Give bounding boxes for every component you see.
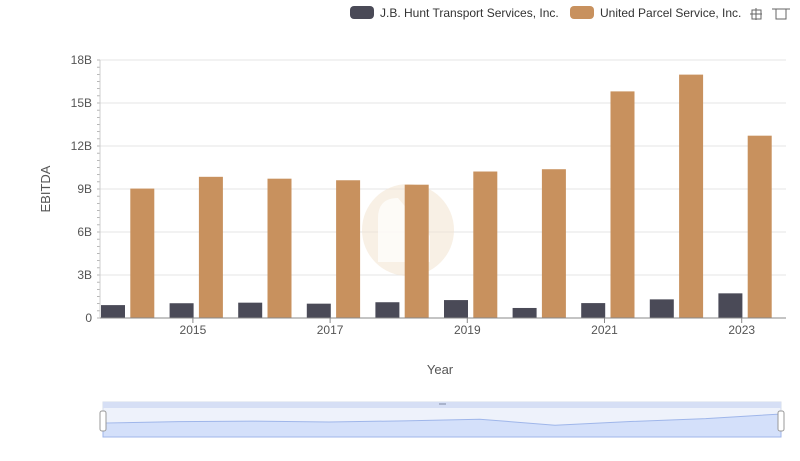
- legend-swatch: [570, 6, 594, 19]
- y-axis-title: EBITDA: [38, 165, 53, 212]
- bar-jb-hunt-2021[interactable]: [581, 303, 606, 318]
- bar-ups-2015[interactable]: [198, 176, 223, 318]
- x-tick-label: 2023: [728, 323, 755, 337]
- bar-jb-hunt-2015[interactable]: [169, 303, 194, 318]
- axis-layer: 0 3B 6B 9B 12B 15B 18B 2015 2017 2019 2021 2023 Year…: [38, 53, 786, 377]
- legend-label: United Parcel Service, Inc.: [600, 6, 741, 20]
- legend-item-ups[interactable]: United Parcel Service, Inc.: [570, 6, 741, 20]
- bar-ups-2021[interactable]: [610, 91, 635, 318]
- x-tick-label: 2019: [454, 323, 481, 337]
- bar-ups-2020[interactable]: [541, 169, 566, 318]
- navigator-left-handle[interactable]: [99, 410, 107, 432]
- bar-ups-2023[interactable]: [747, 135, 772, 318]
- bar-jb-hunt-2014[interactable]: [101, 305, 125, 318]
- range-navigator[interactable]: [99, 401, 785, 438]
- legend-label: J.B. Hunt Transport Services, Inc.: [380, 6, 559, 20]
- navigator-right-handle[interactable]: [777, 410, 785, 432]
- y-tick-label: 3B: [77, 268, 92, 282]
- bar-ups-2022[interactable]: [679, 74, 704, 319]
- legend-item-jb-hunt[interactable]: J.B. Hunt Transport Services, Inc.: [350, 6, 559, 20]
- bar-jb-hunt-2019[interactable]: [444, 300, 468, 318]
- x-tick-label: 2017: [317, 323, 344, 337]
- x-tick-label: 2015: [180, 323, 207, 337]
- bars-layer: [101, 74, 772, 319]
- bar-jb-hunt-2017[interactable]: [306, 303, 331, 318]
- bar-ups-2017[interactable]: [336, 180, 361, 318]
- bar-ups-2019[interactable]: [473, 171, 498, 318]
- zoom-in-icon[interactable]: [750, 8, 762, 20]
- bar-jb-hunt-2016[interactable]: [238, 302, 263, 318]
- bar-jb-hunt-2022[interactable]: [649, 299, 674, 318]
- y-tick-label: 6B: [77, 225, 92, 239]
- y-tick-label: 12B: [71, 139, 92, 153]
- y-tick-label: 0: [85, 311, 92, 325]
- bar-ups-2018[interactable]: [404, 184, 429, 318]
- x-tick-label: 2021: [591, 323, 618, 337]
- legend-swatch: [350, 6, 374, 19]
- x-axis-title: Year: [427, 362, 454, 377]
- chart-toolbar: [750, 8, 790, 20]
- bar-jb-hunt-2018[interactable]: [375, 302, 400, 318]
- bar-jb-hunt-2023[interactable]: [718, 293, 743, 318]
- y-tick-label: 18B: [71, 53, 92, 67]
- bar-ups-2014[interactable]: [130, 188, 155, 318]
- bar-ups-2016[interactable]: [267, 178, 292, 318]
- y-tick-label: 9B: [77, 182, 92, 196]
- bar-jb-hunt-2020[interactable]: [512, 307, 537, 318]
- reset-zoom-icon[interactable]: [772, 8, 790, 20]
- legend: J.B. Hunt Transport Services, Inc. United…: [350, 6, 741, 20]
- y-tick-label: 15B: [71, 96, 92, 110]
